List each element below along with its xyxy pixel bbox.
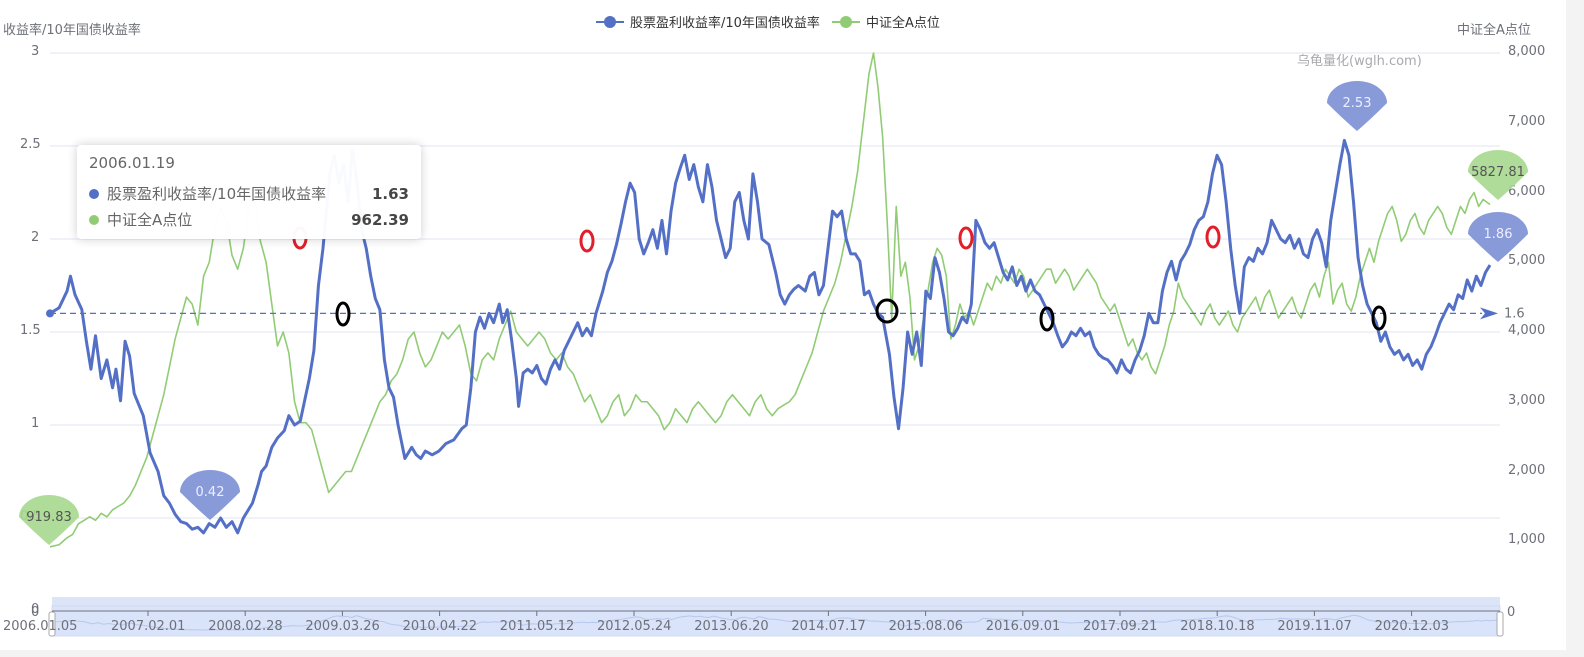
right-tick-label: 7,000 — [1508, 113, 1546, 129]
min-marker-pin: 0.42 — [179, 469, 241, 520]
legend: 股票盈利收益率/10年国债收益率 中证全A点位 — [596, 12, 940, 31]
annotation-ring-black-icon — [335, 301, 351, 327]
x-tick-label: 2007.02.01 — [111, 619, 186, 634]
tooltip-row-ratio: 股票盈利收益率/10年国债收益率 1.63 — [89, 183, 409, 204]
pin-label: 5827.81 — [1471, 165, 1525, 180]
pin-label: 0.42 — [196, 485, 225, 500]
datazoom-preview-line — [51, 614, 1501, 631]
x-tick-label: 2013.06.20 — [694, 619, 769, 634]
legend-line-dot-icon — [596, 15, 624, 29]
tooltip-row-index: 中证全A点位 962.39 — [89, 209, 409, 230]
arrow-icon — [1480, 307, 1498, 320]
left-tick-label: 2 — [31, 230, 40, 245]
x-tick-label: 2010.04.22 — [402, 619, 478, 634]
reference-line-label: 1.6 — [1504, 306, 1525, 321]
last-index-marker-pin: 5827.81 — [1468, 150, 1528, 200]
legend-item-pe-bond-ratio[interactable]: 股票盈利收益率/10年国债收益率 — [596, 12, 820, 31]
annotation-ring-black-icon — [1039, 306, 1055, 332]
datazoom-right-handle[interactable] — [1496, 611, 1504, 637]
right-axis-zero: 0 — [1507, 605, 1515, 620]
annotation-ring-red-icon — [1205, 225, 1221, 249]
legend-label: 中证全A点位 — [865, 16, 940, 31]
watermark: 乌龟量化(wglh.com) — [1297, 54, 1422, 69]
x-tick-label: 2015.08.06 — [888, 619, 964, 634]
left-axis-zero: 0 — [31, 605, 39, 620]
left-tick-label: 1 — [31, 416, 40, 431]
pin-label: 919.83 — [26, 510, 72, 525]
left-tick-label: 3 — [31, 44, 40, 59]
right-axis-name: 中证全A点位 — [1457, 23, 1531, 38]
x-tick-label: 2017.09.21 — [1083, 619, 1158, 634]
scrollbar-vertical[interactable] — [1566, 0, 1584, 657]
tooltip-label: 股票盈利收益率/10年国债收益率 — [107, 185, 327, 203]
x-tick-label: 2020.12.03 — [1374, 619, 1450, 634]
annotation-ring-red-icon — [579, 229, 595, 253]
tooltip-value: 1.63 — [371, 184, 409, 203]
right-tick-label: 6,000 — [1508, 183, 1546, 199]
datazoom-start-label: 2006.01.05 — [3, 619, 78, 634]
x-tick-label: 2018.10.18 — [1180, 619, 1255, 634]
annotation-ring-red-icon — [958, 226, 974, 250]
x-tick-label: 2009.03.26 — [305, 619, 380, 634]
x-tick-label: 2016.09.01 — [985, 619, 1061, 634]
series-dot-icon — [89, 188, 99, 199]
min-index-marker-pin: 919.83 — [19, 495, 79, 545]
tooltip-value: 962.39 — [351, 210, 409, 229]
left-tick-label: 0 — [31, 602, 40, 617]
tooltip-label: 中证全A点位 — [107, 211, 193, 229]
series-line-csi-all-share[interactable] — [49, 52, 1491, 548]
x-tick-label: 2012.05.24 — [597, 619, 672, 634]
left-tick-label: 1.5 — [20, 323, 41, 338]
pin-label: 1.86 — [1484, 227, 1513, 242]
page-bottom-edge — [0, 650, 1566, 657]
x-tick-label: 2014.07.17 — [791, 619, 866, 634]
series-dot-icon — [89, 214, 99, 225]
datazoom-handle-bar[interactable] — [52, 597, 1500, 606]
tooltip: 2006.01.19 股票盈利收益率/10年国债收益率 1.63 中证全A点位 … — [77, 145, 421, 239]
datazoom-left-handle[interactable] — [48, 611, 56, 637]
legend-label: 股票盈利收益率/10年国债收益率 — [630, 16, 820, 31]
right-tick-label: 8,000 — [1508, 44, 1546, 59]
chart-container — [0, 0, 1566, 650]
left-axis-name: 收益率/10年国债收益率 — [3, 23, 141, 38]
right-tick-label: 5,000 — [1508, 253, 1546, 269]
right-tick-label: 3,000 — [1508, 392, 1546, 408]
right-tick-label: 4,000 — [1508, 323, 1546, 338]
x-tick-label: 2011.05.12 — [499, 619, 575, 634]
right-tick-label: 2,000 — [1508, 462, 1546, 478]
legend-item-csi-all-share[interactable]: 中证全A点位 — [831, 12, 940, 31]
x-tick-label: 2019.11.07 — [1277, 619, 1352, 634]
x-tick-label: 2008.02.28 — [208, 619, 283, 634]
right-tick-label: 1,000 — [1508, 532, 1546, 548]
max-marker-pin: 2.53 — [1327, 81, 1387, 131]
last-value-marker-pin: 1.86 — [1468, 212, 1528, 262]
annotation-ring-black-icon — [875, 298, 899, 324]
pin-label: 2.53 — [1343, 96, 1372, 111]
left-tick-label: 2.5 — [20, 137, 41, 152]
legend-line-dot-icon — [831, 15, 860, 29]
annotation-ring-black-icon — [1371, 305, 1387, 331]
tooltip-date: 2006.01.19 — [89, 154, 175, 172]
